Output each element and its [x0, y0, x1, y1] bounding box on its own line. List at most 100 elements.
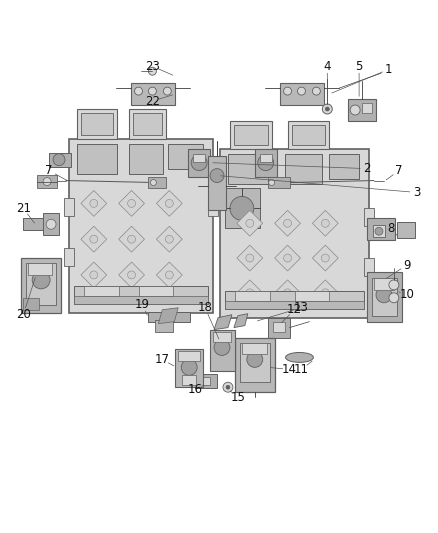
- Text: 12: 12: [287, 303, 302, 316]
- Text: 2: 2: [363, 162, 371, 175]
- Bar: [235, 291, 270, 301]
- Circle shape: [283, 87, 292, 95]
- Polygon shape: [156, 190, 182, 216]
- Circle shape: [191, 155, 207, 171]
- Circle shape: [210, 168, 224, 182]
- Circle shape: [258, 155, 274, 171]
- Circle shape: [43, 177, 51, 185]
- Bar: [273, 321, 285, 332]
- Circle shape: [53, 154, 65, 166]
- Text: 15: 15: [230, 391, 245, 403]
- Polygon shape: [275, 280, 300, 306]
- Polygon shape: [81, 262, 107, 288]
- Text: 8: 8: [387, 222, 395, 235]
- Text: 7: 7: [46, 164, 53, 177]
- Circle shape: [376, 287, 392, 303]
- Bar: [64, 198, 74, 216]
- Bar: [288, 121, 329, 149]
- Polygon shape: [237, 211, 263, 236]
- Bar: [268, 176, 290, 189]
- Bar: [373, 225, 385, 237]
- Polygon shape: [81, 226, 107, 252]
- Bar: [21, 258, 61, 313]
- Bar: [367, 272, 402, 321]
- Bar: [260, 154, 272, 161]
- Text: 13: 13: [294, 301, 309, 314]
- Text: 22: 22: [145, 94, 160, 108]
- Bar: [213, 332, 231, 342]
- Bar: [225, 301, 364, 309]
- Bar: [329, 154, 359, 179]
- Circle shape: [297, 87, 305, 95]
- Circle shape: [46, 219, 56, 229]
- Polygon shape: [119, 262, 145, 288]
- Polygon shape: [237, 280, 263, 306]
- Bar: [74, 286, 208, 304]
- Circle shape: [32, 271, 50, 289]
- Bar: [234, 125, 268, 145]
- Bar: [285, 154, 322, 183]
- Bar: [240, 343, 270, 382]
- Text: 19: 19: [135, 298, 150, 311]
- Text: 10: 10: [399, 288, 414, 301]
- Circle shape: [127, 271, 135, 279]
- Bar: [210, 329, 235, 372]
- Bar: [198, 377, 210, 385]
- Circle shape: [321, 289, 329, 297]
- Bar: [37, 175, 57, 189]
- Bar: [23, 298, 39, 310]
- Bar: [230, 121, 272, 149]
- Circle shape: [165, 199, 173, 207]
- Bar: [81, 113, 113, 135]
- Circle shape: [90, 199, 98, 207]
- Circle shape: [375, 227, 383, 235]
- Bar: [235, 337, 275, 392]
- Bar: [195, 374, 217, 388]
- Polygon shape: [156, 262, 182, 288]
- Bar: [148, 312, 190, 321]
- Text: 1: 1: [385, 63, 392, 76]
- Bar: [26, 263, 56, 305]
- Polygon shape: [156, 226, 182, 252]
- Bar: [255, 149, 277, 176]
- Text: 21: 21: [16, 202, 31, 215]
- Polygon shape: [312, 245, 338, 271]
- Polygon shape: [312, 280, 338, 306]
- Bar: [182, 375, 196, 385]
- Circle shape: [148, 87, 156, 95]
- Bar: [133, 113, 162, 135]
- Polygon shape: [81, 190, 107, 216]
- Circle shape: [223, 382, 233, 392]
- Bar: [397, 222, 415, 238]
- Circle shape: [148, 67, 156, 75]
- Circle shape: [283, 254, 292, 262]
- Bar: [372, 278, 397, 316]
- Bar: [193, 154, 205, 161]
- Circle shape: [214, 340, 230, 356]
- Circle shape: [230, 197, 254, 220]
- Text: 4: 4: [324, 60, 331, 73]
- Circle shape: [283, 219, 292, 227]
- Bar: [64, 248, 74, 266]
- Text: 17: 17: [155, 353, 170, 366]
- Bar: [131, 83, 175, 105]
- Bar: [23, 219, 55, 230]
- Bar: [208, 156, 226, 211]
- Bar: [364, 258, 374, 276]
- Circle shape: [321, 254, 329, 262]
- Polygon shape: [234, 314, 248, 328]
- Bar: [168, 144, 203, 168]
- Bar: [362, 103, 372, 113]
- Bar: [188, 149, 210, 176]
- Polygon shape: [275, 211, 300, 236]
- Circle shape: [268, 180, 275, 185]
- Circle shape: [389, 280, 399, 290]
- Polygon shape: [214, 314, 232, 329]
- Bar: [175, 350, 203, 387]
- Bar: [225, 291, 364, 309]
- Bar: [364, 208, 374, 226]
- Bar: [208, 198, 218, 216]
- Bar: [178, 351, 200, 361]
- Circle shape: [90, 235, 98, 243]
- Circle shape: [165, 271, 173, 279]
